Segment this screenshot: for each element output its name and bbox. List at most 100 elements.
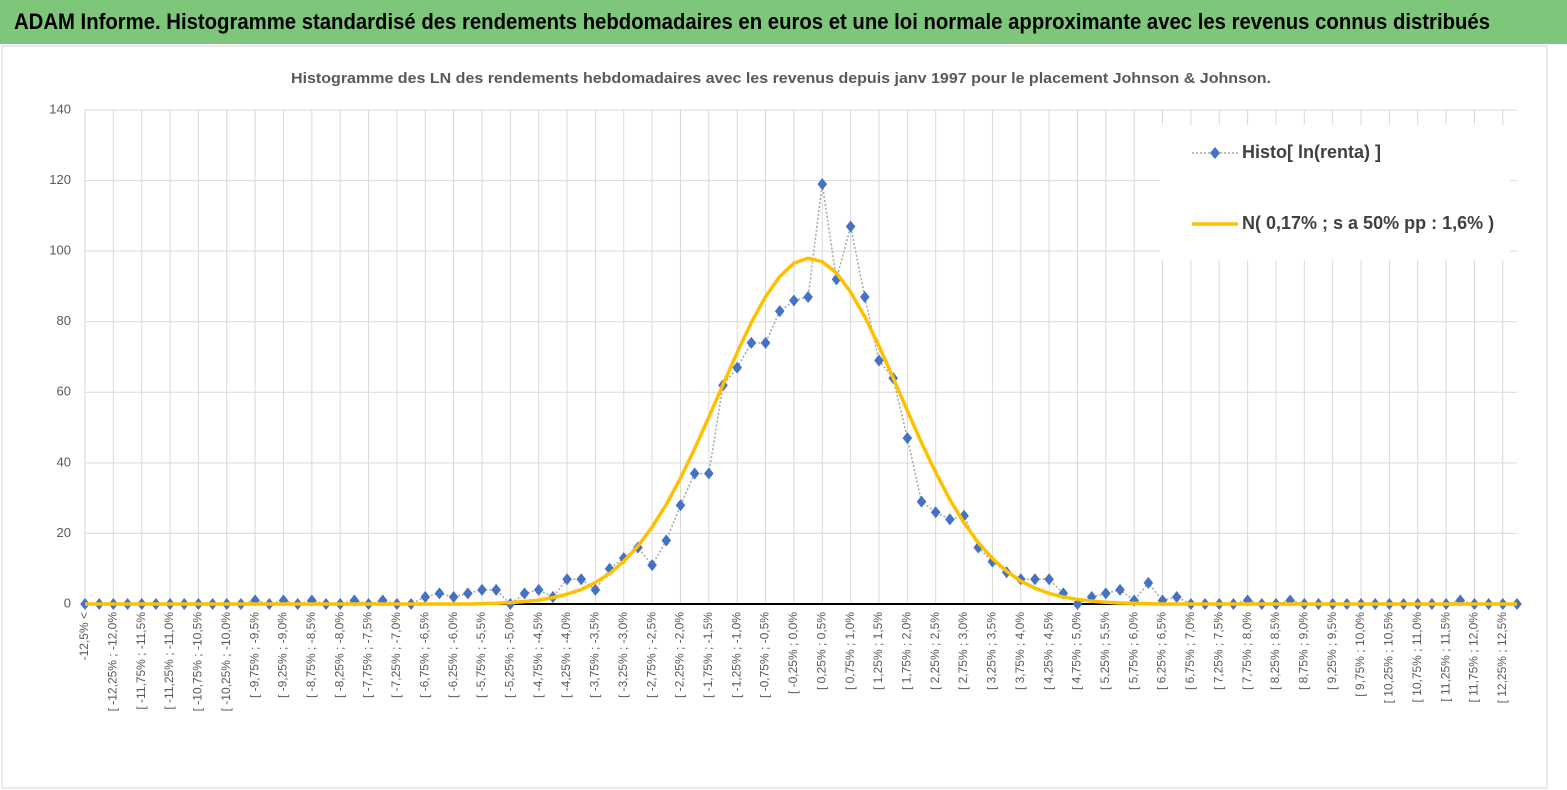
x-tick-label: [ -1,75% ; -1,5%: [701, 612, 715, 698]
data-point: [774, 305, 785, 318]
y-tick-label: 20: [57, 525, 71, 540]
x-tick-label: [ 6,75% ; 7,0%: [1183, 612, 1197, 690]
x-tick-label: [ 4,75% ; 5,0%: [1070, 612, 1084, 690]
x-tick-label: [ -10,25% ; -10,0%: [219, 612, 233, 712]
x-tick-label: [ -9,25% ; -9,0%: [276, 612, 290, 698]
x-tick-label: -12,5% <: [77, 612, 91, 660]
x-tick-label: [ -6,75% ; -6,5%: [417, 612, 431, 698]
data-point: [746, 336, 757, 349]
data-point: [1101, 587, 1111, 600]
y-tick-label: 120: [49, 172, 71, 187]
x-tick-label: [ 4,25% ; 4,5%: [1041, 612, 1055, 690]
data-point: [1171, 590, 1182, 603]
x-tick-label: [ 0,25% ; 0,5%: [814, 612, 828, 690]
y-tick-label: 80: [57, 313, 71, 328]
x-tick-label: [ 1,75% ; 2,0%: [900, 612, 914, 690]
x-tick-label: [ 11,25% ; 11,5%: [1438, 612, 1452, 702]
data-point: [590, 583, 601, 596]
x-tick-label: [ -2,25% ; -2,0%: [673, 612, 687, 698]
data-point: [874, 354, 884, 367]
legend-box: [1160, 125, 1510, 260]
x-tick-label: [ 2,25% ; 2,5%: [928, 612, 942, 690]
x-tick-label: [ -6,25% ; -6,0%: [446, 612, 460, 698]
x-tick-label: [ 7,75% ; 8,0%: [1240, 612, 1254, 690]
y-tick-label: 60: [57, 384, 71, 399]
data-point: [491, 583, 501, 596]
x-tick-label: [ 3,25% ; 3,5%: [985, 612, 999, 690]
data-point: [916, 495, 927, 508]
x-tick-label: [ 9,75% ; 10,0%: [1353, 612, 1367, 697]
x-tick-label: [ -11,25% ; -11,0%: [162, 612, 176, 710]
data-point: [448, 590, 459, 603]
data-point: [860, 291, 870, 304]
x-tick-label: [ -9,75% ; -9,5%: [247, 612, 261, 698]
data-point: [519, 587, 530, 600]
data-point: [845, 220, 856, 233]
y-tick-label: 0: [64, 595, 71, 610]
x-tick-label: [ 9,25% ; 9,5%: [1325, 612, 1339, 690]
x-tick-label: [ 8,25% ; 8,5%: [1268, 612, 1282, 690]
x-tick-label: [ -5,25% ; -5,0%: [503, 612, 517, 698]
data-point: [732, 361, 742, 374]
data-point: [434, 587, 445, 600]
data-point: [420, 590, 431, 603]
data-point: [930, 506, 941, 519]
x-tick-label: [ -7,25% ; -7,0%: [389, 612, 403, 698]
data-point: [533, 583, 544, 596]
series-line: [85, 256, 1517, 606]
data-point: [704, 467, 714, 480]
x-tick-label: [ -7,75% ; -7,5%: [361, 612, 375, 698]
x-tick-label: [ 12,25% ; 12,5%: [1495, 612, 1509, 704]
data-point: [1143, 576, 1154, 589]
x-tick-label: [ 0,75% ; 1,0%: [843, 612, 857, 690]
x-tick-label: [ 6,25% ; 6,5%: [1155, 612, 1169, 690]
x-tick-label: [ -11,75% ; -11,5%: [134, 612, 148, 710]
x-tick-label: [ -3,75% ; -3,5%: [588, 612, 602, 698]
header-bar: [0, 0, 1567, 44]
data-point: [675, 499, 686, 512]
x-tick-label: [ 8,75% ; 9,0%: [1296, 612, 1310, 690]
data-point: [576, 573, 587, 586]
x-tick-label: [ 10,75% ; 11,0%: [1410, 612, 1424, 703]
x-tick-label: [ -0,75% ; -0,5%: [758, 612, 772, 698]
header-title: ADAM Informe. Histogramme standardisé de…: [14, 9, 1490, 34]
y-tick-label: 40: [57, 454, 71, 469]
data-point: [562, 573, 572, 586]
data-point: [831, 273, 842, 286]
x-tick-label: [ 2,75% ; 3,0%: [956, 612, 970, 690]
x-tick-label: [ -12,25% ; -12,0%: [106, 612, 120, 712]
data-point: [1115, 583, 1125, 596]
x-tick-label: [ -8,25% ; -8,0%: [332, 612, 346, 698]
data-point: [661, 534, 672, 547]
x-tick-label: [ -0,25% ; 0,0%: [786, 612, 800, 694]
x-tick-label: [ -3,25% ; -3,0%: [616, 612, 630, 698]
data-point: [647, 559, 657, 572]
x-tick-label: [ 11,75% ; 12,0%: [1467, 612, 1481, 703]
data-point: [689, 467, 700, 480]
data-point: [760, 336, 771, 349]
x-tick-label: [ -2,75% ; -2,5%: [644, 612, 658, 698]
data-point: [1030, 573, 1040, 586]
x-tick-label: [ 10,25% ; 10,5%: [1382, 612, 1396, 704]
x-tick-label: [ -1,25% ; -1,0%: [729, 612, 743, 698]
x-tick-label: [ 5,25% ; 5,5%: [1098, 612, 1112, 690]
data-point: [1044, 573, 1054, 586]
data-point: [803, 291, 813, 304]
legend-swatch: [1210, 147, 1220, 159]
x-tick-label: [ 1,25% ; 1,5%: [871, 612, 885, 690]
data-point: [789, 294, 799, 307]
chart-title: Histogramme des LN des rendements hebdom…: [291, 70, 1271, 87]
data-point: [945, 513, 955, 526]
y-tick-label: 100: [49, 243, 71, 258]
plot: 0 20 40 60 80 100 120 140 -12,5% < [ -12,25% ; -1…: [49, 101, 1522, 711]
x-tick-label: [ -4,75% ; -4,5%: [531, 612, 545, 698]
legend-label: Histo[ ln(renta) ]: [1242, 142, 1381, 162]
x-tick-label: [ 7,25% ; 7,5%: [1211, 612, 1225, 690]
data-point: [463, 587, 473, 600]
y-tick-label: 140: [49, 101, 71, 116]
legend-label: N( 0,17% ; s a 50% pp : 1,6% ): [1242, 213, 1494, 233]
x-tick-label: [ 3,75% ; 4,0%: [1013, 612, 1027, 690]
x-tick-label: [ 5,75% ; 6,0%: [1126, 612, 1140, 690]
x-tick-label: [ -4,25% ; -4,0%: [559, 612, 573, 698]
